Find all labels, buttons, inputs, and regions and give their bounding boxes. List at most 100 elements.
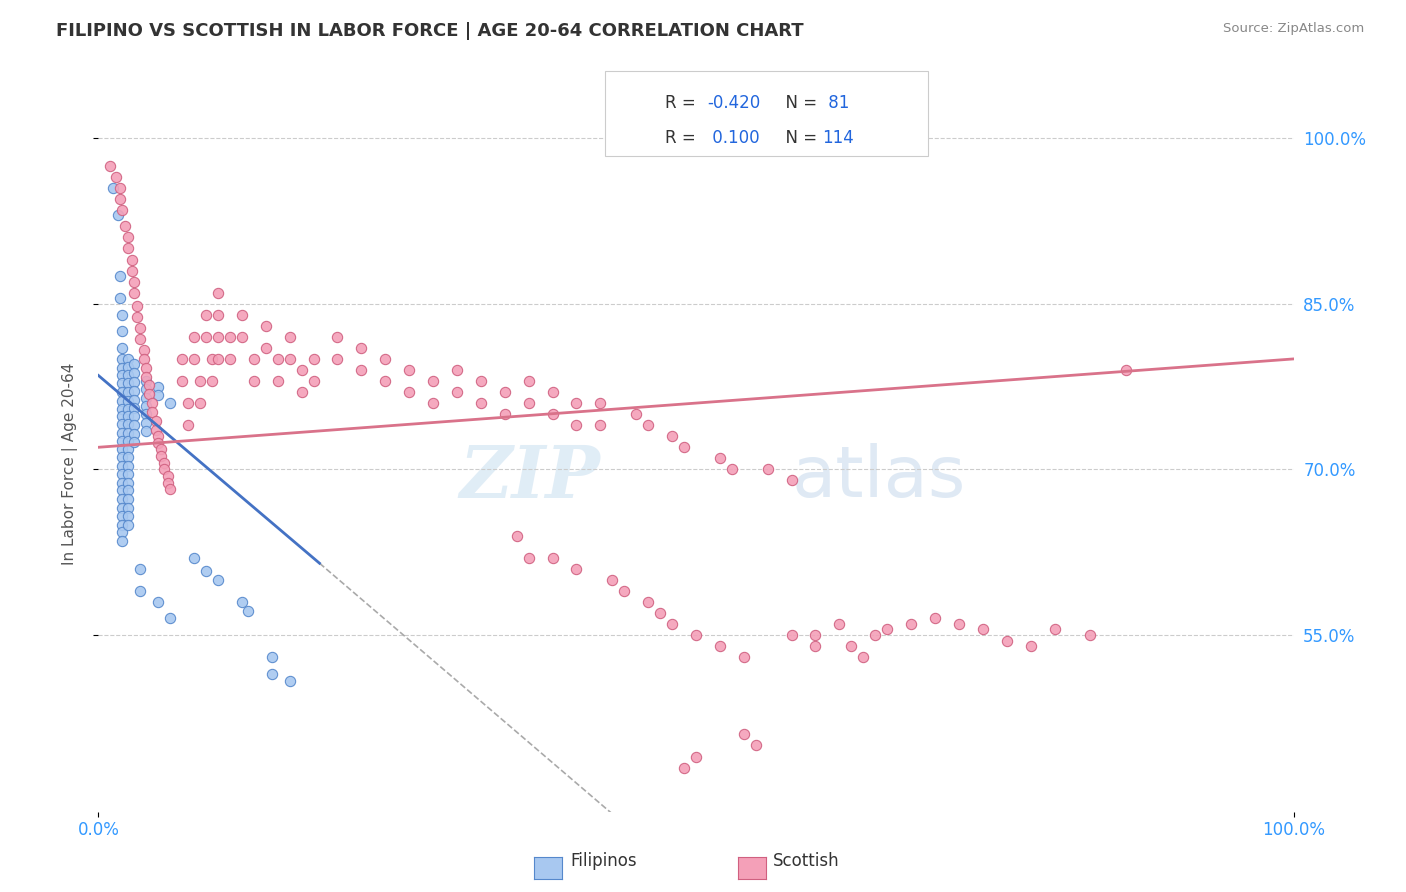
Point bbox=[124, 392, 146, 407]
Point bbox=[207, 573, 229, 587]
Point bbox=[124, 418, 146, 433]
Point bbox=[117, 385, 139, 400]
Point bbox=[129, 332, 152, 346]
Point bbox=[111, 501, 134, 516]
Point bbox=[470, 374, 492, 388]
Point bbox=[124, 358, 146, 372]
Point bbox=[267, 374, 290, 388]
Point bbox=[148, 595, 170, 609]
Point bbox=[135, 424, 157, 438]
Point bbox=[685, 628, 707, 642]
Point bbox=[121, 252, 143, 267]
Point bbox=[117, 483, 139, 498]
Point bbox=[565, 396, 588, 410]
Point bbox=[117, 417, 139, 431]
Point bbox=[117, 368, 139, 383]
Y-axis label: In Labor Force | Age 20-64: In Labor Force | Age 20-64 bbox=[62, 363, 77, 565]
Point bbox=[188, 374, 211, 388]
Point bbox=[129, 583, 152, 598]
Point bbox=[117, 242, 139, 256]
Point bbox=[111, 467, 134, 481]
Point bbox=[145, 414, 167, 428]
Point bbox=[111, 425, 134, 440]
Point bbox=[1080, 628, 1102, 642]
Point bbox=[637, 418, 659, 433]
Point bbox=[661, 617, 683, 632]
Point bbox=[111, 409, 134, 424]
Point bbox=[780, 474, 803, 488]
Point bbox=[422, 374, 444, 388]
Point bbox=[733, 650, 755, 665]
Text: Scottish: Scottish bbox=[773, 852, 839, 870]
Point bbox=[117, 467, 139, 481]
Point bbox=[156, 469, 179, 483]
Point bbox=[117, 475, 139, 490]
Point bbox=[111, 351, 134, 366]
Point bbox=[111, 376, 134, 391]
Point bbox=[159, 396, 181, 410]
Point bbox=[506, 528, 529, 542]
Point bbox=[108, 192, 131, 206]
Point bbox=[219, 330, 242, 344]
Text: Filipinos: Filipinos bbox=[571, 852, 637, 870]
Point bbox=[863, 628, 887, 642]
Point bbox=[108, 180, 131, 194]
Point bbox=[1019, 639, 1042, 653]
Point bbox=[153, 462, 176, 476]
Point bbox=[517, 396, 540, 410]
Point bbox=[709, 639, 731, 653]
Point bbox=[254, 341, 277, 355]
Point bbox=[148, 379, 170, 393]
Point bbox=[117, 425, 139, 440]
Point bbox=[231, 308, 253, 322]
Point bbox=[709, 451, 731, 466]
Point bbox=[177, 418, 200, 433]
Point bbox=[291, 385, 314, 400]
Point bbox=[995, 633, 1018, 648]
Point bbox=[111, 385, 134, 400]
Point bbox=[398, 363, 420, 377]
Point bbox=[589, 418, 612, 433]
Point bbox=[148, 388, 170, 402]
Point bbox=[924, 611, 946, 625]
Point bbox=[135, 382, 157, 396]
Point bbox=[613, 583, 636, 598]
Point bbox=[673, 440, 696, 454]
Point bbox=[135, 391, 157, 405]
Point bbox=[132, 343, 155, 357]
Point bbox=[148, 429, 170, 443]
Point bbox=[135, 407, 157, 421]
Point bbox=[117, 376, 139, 391]
Point bbox=[194, 564, 218, 578]
Point bbox=[828, 617, 851, 632]
Point bbox=[188, 396, 211, 410]
Point bbox=[111, 450, 134, 465]
Point bbox=[194, 330, 218, 344]
Point bbox=[149, 442, 172, 457]
Point bbox=[780, 628, 803, 642]
Point bbox=[183, 550, 205, 565]
Text: R =: R = bbox=[665, 129, 702, 147]
Point bbox=[541, 385, 564, 400]
Point bbox=[1115, 363, 1137, 377]
Point bbox=[721, 462, 744, 476]
Point bbox=[948, 617, 970, 632]
Text: 81: 81 bbox=[823, 94, 849, 112]
Point bbox=[111, 324, 134, 338]
Point bbox=[111, 360, 134, 375]
Point bbox=[243, 351, 266, 366]
Point bbox=[278, 351, 301, 366]
Point bbox=[243, 374, 266, 388]
Point bbox=[111, 492, 134, 507]
Text: N =: N = bbox=[775, 94, 823, 112]
Point bbox=[114, 219, 136, 234]
Point bbox=[446, 385, 468, 400]
Point bbox=[117, 492, 139, 507]
Point bbox=[111, 341, 134, 355]
Point bbox=[117, 401, 139, 416]
Point bbox=[138, 387, 160, 401]
Point bbox=[117, 442, 139, 457]
Text: R =: R = bbox=[665, 94, 702, 112]
Point bbox=[260, 666, 283, 681]
Point bbox=[148, 435, 170, 450]
